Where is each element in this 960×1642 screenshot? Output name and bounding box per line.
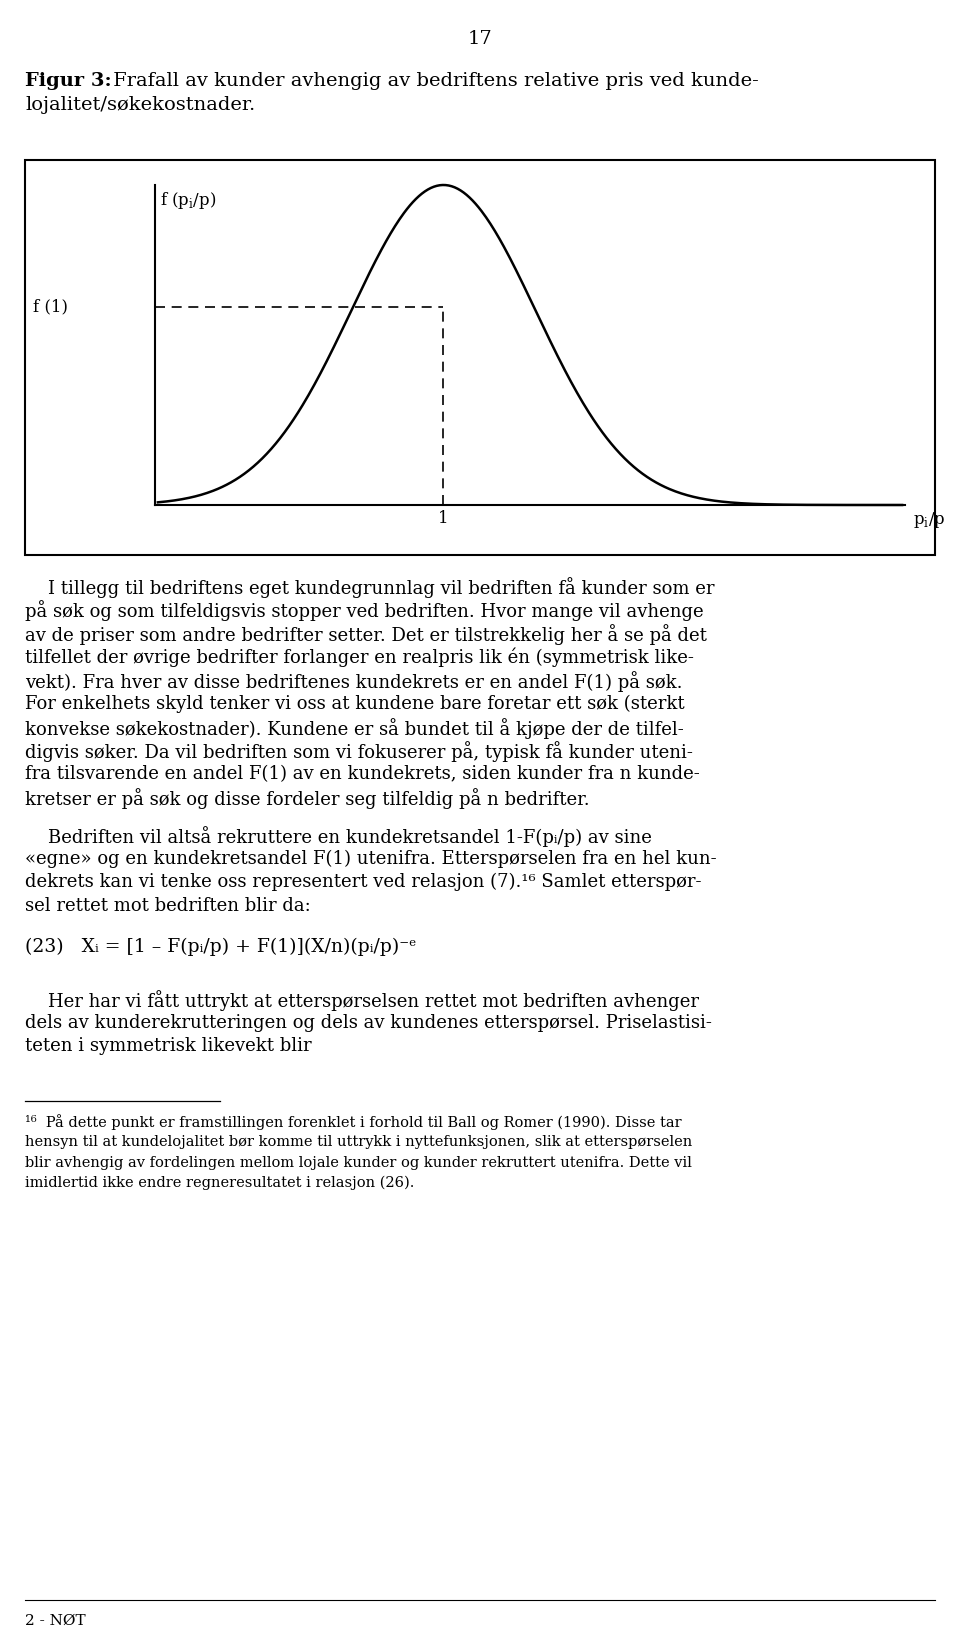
Text: imidlertid ikke endre regneresultatet i relasjon (26).: imidlertid ikke endre regneresultatet i … bbox=[25, 1176, 415, 1190]
Text: digvis søker. Da vil bedriften som vi fokuserer på, typisk få kunder uteni-: digvis søker. Da vil bedriften som vi fo… bbox=[25, 742, 693, 762]
Text: på søk og som tilfeldigsvis stopper ved bedriften. Hvor mange vil avhenge: på søk og som tilfeldigsvis stopper ved … bbox=[25, 601, 704, 621]
Text: kretser er på søk og disse fordeler seg tilfeldig på n bedrifter.: kretser er på søk og disse fordeler seg … bbox=[25, 788, 589, 810]
Text: konvekse søkekostnader). Kundene er så bundet til å kjøpe der de tilfel-: konvekse søkekostnader). Kundene er så b… bbox=[25, 718, 684, 739]
Text: I tillegg til bedriftens eget kundegrunnlag vil bedriften få kunder som er: I tillegg til bedriftens eget kundegrunn… bbox=[25, 576, 714, 598]
Text: vekt). Fra hver av disse bedriftenes kundekrets er en andel F(1) på søk.: vekt). Fra hver av disse bedriftenes kun… bbox=[25, 672, 683, 691]
Text: «egne» og en kundekretsandel F(1) utenifra. Etterspørselen fra en hel kun-: «egne» og en kundekretsandel F(1) utenif… bbox=[25, 849, 716, 867]
Text: (23)   Xᵢ = [1 – F(pᵢ/p) + F(1)](X/n)(pᵢ/p)⁻ᵉ: (23) Xᵢ = [1 – F(pᵢ/p) + F(1)](X/n)(pᵢ/p… bbox=[25, 938, 417, 956]
Text: av de priser som andre bedrifter setter. Det er tilstrekkelig her å se på det: av de priser som andre bedrifter setter.… bbox=[25, 624, 707, 645]
Text: hensyn til at kundelojalitet bør komme til uttrykk i nyttefunksjonen, slik at et: hensyn til at kundelojalitet bør komme t… bbox=[25, 1135, 692, 1149]
Text: f (1): f (1) bbox=[33, 299, 68, 315]
Text: dels av kunderekrutteringen og dels av kundenes etterspørsel. Priselastisi-: dels av kunderekrutteringen og dels av k… bbox=[25, 1013, 712, 1031]
Text: Her har vi fått uttrykt at etterspørselsen rettet mot bedriften avhenger: Her har vi fått uttrykt at etterspørsels… bbox=[25, 990, 699, 1011]
Text: 17: 17 bbox=[468, 30, 492, 48]
Text: For enkelhets skyld tenker vi oss at kundene bare foretar ett søk (sterkt: For enkelhets skyld tenker vi oss at kun… bbox=[25, 695, 684, 713]
Text: 1: 1 bbox=[438, 511, 448, 527]
Bar bbox=[25, 159, 935, 555]
Text: lojalitet/søkekostnader.: lojalitet/søkekostnader. bbox=[25, 95, 255, 113]
Text: Frafall av kunder avhengig av bedriftens relative pris ved kunde-: Frafall av kunder avhengig av bedriftens… bbox=[107, 72, 758, 90]
Text: tilfellet der øvrige bedrifter forlanger en realpris lik én (symmetrisk like-: tilfellet der øvrige bedrifter forlanger… bbox=[25, 647, 694, 667]
Text: blir avhengig av fordelingen mellom lojale kunder og kunder rekruttert utenifra.: blir avhengig av fordelingen mellom loja… bbox=[25, 1156, 692, 1169]
Text: f (p$_\mathregular{i}$/p): f (p$_\mathregular{i}$/p) bbox=[160, 190, 216, 212]
Text: dekrets kan vi tenke oss representert ved relasjon (7).¹⁶ Samlet etterspør-: dekrets kan vi tenke oss representert ve… bbox=[25, 874, 702, 892]
Text: p$_\mathregular{i}$/p: p$_\mathregular{i}$/p bbox=[913, 511, 946, 530]
Text: Bedriften vil altså rekruttere en kundekretsandel 1-F(pᵢ/p) av sine: Bedriften vil altså rekruttere en kundek… bbox=[25, 826, 652, 847]
Text: teten i symmetrisk likevekt blir: teten i symmetrisk likevekt blir bbox=[25, 1038, 312, 1056]
Text: fra tilsvarende en andel F(1) av en kundekrets, siden kunder fra n kunde-: fra tilsvarende en andel F(1) av en kund… bbox=[25, 765, 700, 783]
Text: 2 - NØT: 2 - NØT bbox=[25, 1614, 85, 1627]
Text: Figur 3:: Figur 3: bbox=[25, 72, 111, 90]
Text: sel rettet mot bedriften blir da:: sel rettet mot bedriften blir da: bbox=[25, 897, 311, 915]
Text: ¹⁶  På dette punkt er framstillingen forenklet i forhold til Ball og Romer (1990: ¹⁶ På dette punkt er framstillingen fore… bbox=[25, 1115, 682, 1130]
